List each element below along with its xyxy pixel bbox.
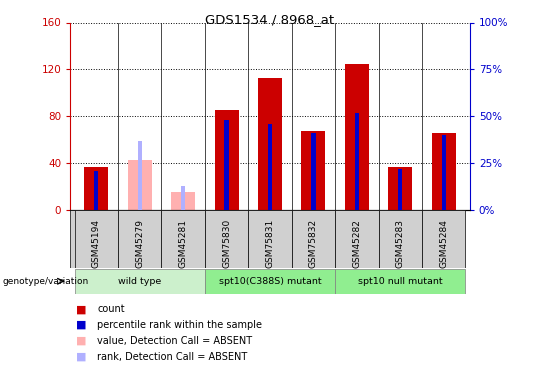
Bar: [205, 268, 335, 294]
Text: genotype/variation: genotype/variation: [3, 277, 89, 286]
Bar: [335, 210, 379, 268]
Bar: [355, 112, 359, 210]
Bar: [181, 186, 185, 210]
Text: spt10(C388S) mutant: spt10(C388S) mutant: [219, 277, 321, 286]
Text: GSM45281: GSM45281: [179, 219, 187, 268]
Text: spt10 null mutant: spt10 null mutant: [358, 277, 443, 286]
Text: ■: ■: [76, 336, 86, 346]
Bar: [258, 78, 282, 210]
Text: GSM45194: GSM45194: [92, 219, 101, 268]
Bar: [205, 210, 248, 268]
Bar: [311, 133, 315, 210]
Text: GSM75831: GSM75831: [266, 219, 274, 268]
Bar: [84, 166, 108, 210]
Text: GSM75830: GSM75830: [222, 219, 231, 268]
Text: GDS1534 / 8968_at: GDS1534 / 8968_at: [205, 13, 335, 26]
Text: percentile rank within the sample: percentile rank within the sample: [97, 320, 262, 330]
Text: GSM45279: GSM45279: [135, 219, 144, 268]
Text: rank, Detection Call = ABSENT: rank, Detection Call = ABSENT: [97, 352, 247, 362]
Bar: [388, 166, 412, 210]
Bar: [268, 124, 272, 210]
Bar: [225, 120, 229, 210]
Text: GSM75832: GSM75832: [309, 219, 318, 268]
Text: GSM45284: GSM45284: [439, 219, 448, 268]
Bar: [94, 171, 98, 210]
Bar: [379, 210, 422, 268]
Text: GSM45282: GSM45282: [353, 219, 361, 268]
Bar: [214, 110, 239, 210]
Bar: [398, 169, 402, 210]
Bar: [118, 210, 161, 268]
Bar: [292, 210, 335, 268]
Bar: [442, 135, 446, 210]
Bar: [128, 160, 152, 210]
Bar: [432, 133, 456, 210]
Bar: [335, 268, 465, 294]
Text: ■: ■: [76, 320, 86, 330]
Bar: [75, 268, 205, 294]
Text: GSM45283: GSM45283: [396, 219, 405, 268]
Text: ■: ■: [76, 304, 86, 314]
Bar: [301, 132, 326, 210]
Text: wild type: wild type: [118, 277, 161, 286]
Bar: [248, 210, 292, 268]
Text: ■: ■: [76, 352, 86, 362]
Bar: [138, 141, 142, 210]
Bar: [422, 210, 465, 268]
Text: value, Detection Call = ABSENT: value, Detection Call = ABSENT: [97, 336, 252, 346]
Bar: [171, 192, 195, 210]
Bar: [161, 210, 205, 268]
Text: count: count: [97, 304, 125, 314]
Bar: [345, 63, 369, 210]
Bar: [75, 210, 118, 268]
